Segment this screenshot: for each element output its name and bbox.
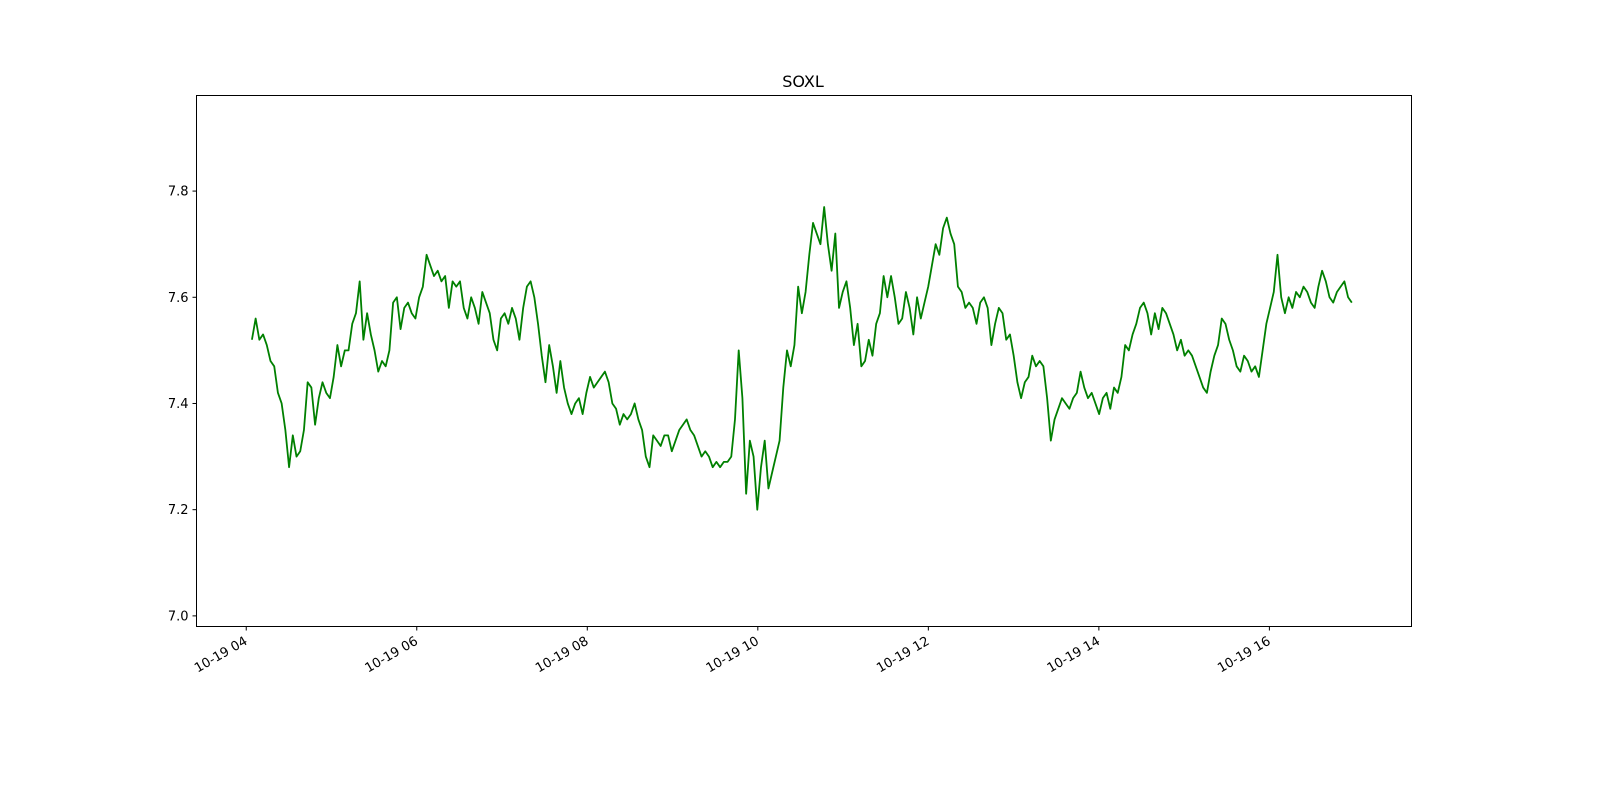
plot-area	[251, 206, 1353, 511]
x-tick-label: 10-19 16	[1215, 634, 1273, 676]
chart-title: SOXL	[782, 72, 824, 91]
y-tick-label: 7.8	[168, 185, 189, 200]
x-tick-label: 10-19 04	[192, 634, 250, 676]
y-tick-label: 7.0	[168, 609, 189, 624]
x-tick-label: 10-19 12	[874, 634, 932, 676]
x-tick-label: 10-19 14	[1045, 634, 1103, 676]
y-tick-label: 7.6	[168, 291, 189, 306]
y-axis: 7.0 7.2 7.4 7.6 7.8	[168, 185, 197, 624]
x-axis: 10-19 04 10-19 06 10-19 08 10-19 10 10-19 12…	[192, 626, 1273, 676]
x-tick-label: 10-19 06	[363, 634, 421, 676]
x-tick-label: 10-19 08	[533, 634, 591, 676]
plot-frame	[196, 95, 1412, 627]
y-tick-label: 7.4	[168, 397, 189, 412]
x-tick-label: 10-19 10	[704, 634, 762, 676]
series-line	[251, 206, 1353, 511]
y-tick-label: 7.2	[168, 503, 189, 518]
